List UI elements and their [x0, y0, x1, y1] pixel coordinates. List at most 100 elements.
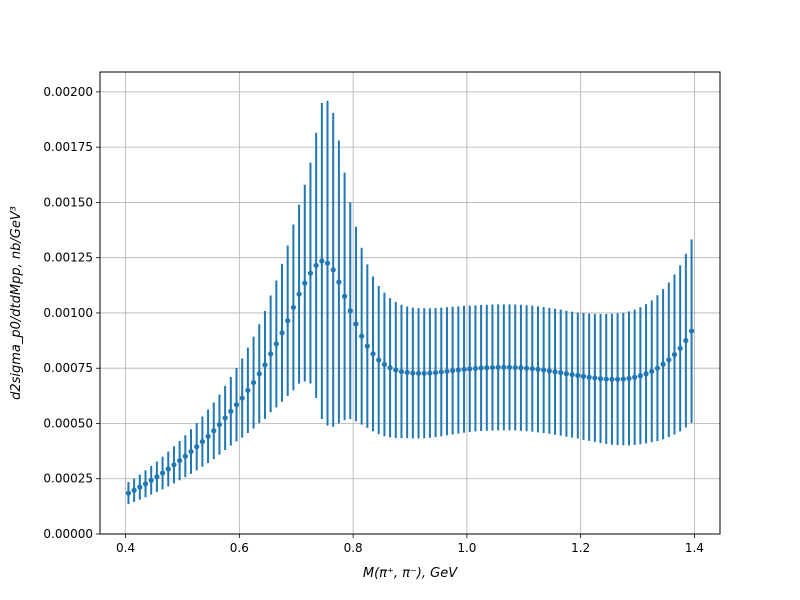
data-point	[558, 370, 564, 376]
data-point	[506, 364, 513, 370]
data-point	[467, 366, 473, 372]
data-point	[285, 318, 291, 324]
data-point	[444, 368, 450, 374]
x-tick-label: 0.8	[344, 541, 363, 555]
data-point	[233, 402, 240, 408]
data-point	[313, 262, 319, 269]
data-point	[159, 470, 166, 476]
data-point	[279, 330, 285, 336]
data-point	[535, 366, 541, 372]
data-point	[273, 341, 279, 347]
data-point	[592, 375, 598, 381]
data-point	[205, 433, 211, 439]
data-point	[359, 333, 365, 339]
data-point	[256, 371, 262, 377]
data-point	[472, 365, 479, 372]
data-point	[131, 487, 137, 493]
data-point	[575, 372, 581, 379]
data-point	[319, 258, 325, 264]
data-point	[603, 376, 609, 382]
data-point	[171, 462, 177, 468]
data-point	[387, 365, 393, 371]
data-point	[637, 373, 643, 379]
data-point	[683, 337, 689, 344]
data-point	[643, 371, 649, 377]
data-point	[370, 351, 376, 357]
data-point	[660, 361, 666, 367]
data-point	[142, 481, 149, 487]
data-point	[529, 366, 535, 372]
plot-area-frame	[99, 71, 721, 535]
data-point	[177, 458, 183, 464]
data-point	[512, 364, 518, 371]
data-point	[569, 372, 575, 378]
y-axis-ticks: 0.00000 0.00025 0.00050 0.00075 0.00100 0.001…	[43, 85, 100, 541]
y-tick-label: 0.00175	[43, 140, 93, 154]
data-point	[541, 367, 547, 373]
data-point	[671, 351, 678, 358]
data-point	[455, 367, 461, 373]
data-point	[501, 364, 507, 370]
y-tick-label: 0.00000	[43, 527, 93, 541]
data-point	[330, 267, 336, 273]
data-point	[609, 376, 615, 382]
data-point	[415, 370, 422, 376]
data-point	[563, 371, 570, 377]
data-point	[341, 293, 348, 299]
x-tick-label: 0.4	[116, 541, 135, 555]
data-point	[615, 376, 621, 382]
data-point	[626, 375, 632, 381]
data-point	[410, 370, 416, 376]
data-point	[364, 343, 370, 349]
data-point	[427, 370, 433, 376]
y-tick-label: 0.00025	[43, 472, 93, 486]
y-tick-label: 0.00150	[43, 195, 93, 209]
x-tick-label: 1.2	[571, 541, 590, 555]
data-point	[125, 490, 132, 496]
data-point	[432, 370, 439, 376]
data-point	[580, 373, 587, 379]
y-tick-label: 0.00075	[43, 361, 93, 375]
data-point	[211, 428, 217, 434]
y-tick-label: 0.00200	[43, 85, 93, 99]
data-point	[154, 474, 160, 480]
data-point	[688, 328, 695, 334]
data-point	[552, 369, 558, 375]
data-point	[484, 365, 490, 371]
x-tick-label: 0.6	[230, 541, 249, 555]
data-point	[324, 260, 331, 266]
data-point	[381, 361, 388, 368]
data-point	[228, 408, 234, 414]
data-point	[438, 369, 444, 375]
data-point	[677, 345, 683, 351]
data-point	[654, 365, 661, 371]
data-series	[125, 100, 695, 505]
data-point	[199, 439, 205, 445]
data-point	[216, 421, 223, 428]
x-tick-label: 1.4	[685, 541, 704, 555]
x-tick-label: 1.0	[457, 541, 476, 555]
data-point	[307, 270, 314, 276]
data-point	[398, 368, 405, 375]
data-point	[489, 364, 496, 371]
data-point	[597, 376, 604, 382]
data-point	[461, 366, 467, 372]
plot-area-background	[100, 72, 720, 534]
data-point	[188, 448, 194, 455]
data-point	[302, 280, 308, 286]
data-point	[239, 395, 245, 401]
data-point	[262, 362, 268, 368]
data-point	[353, 321, 359, 327]
data-point	[421, 370, 427, 376]
data-point	[450, 368, 456, 374]
data-point	[165, 466, 171, 472]
data-point	[518, 365, 524, 371]
data-point	[250, 379, 257, 386]
data-point	[222, 415, 228, 421]
data-point	[290, 304, 296, 311]
data-point	[632, 374, 638, 380]
data-point	[148, 477, 154, 483]
data-point	[376, 357, 382, 363]
data-point	[478, 365, 484, 371]
